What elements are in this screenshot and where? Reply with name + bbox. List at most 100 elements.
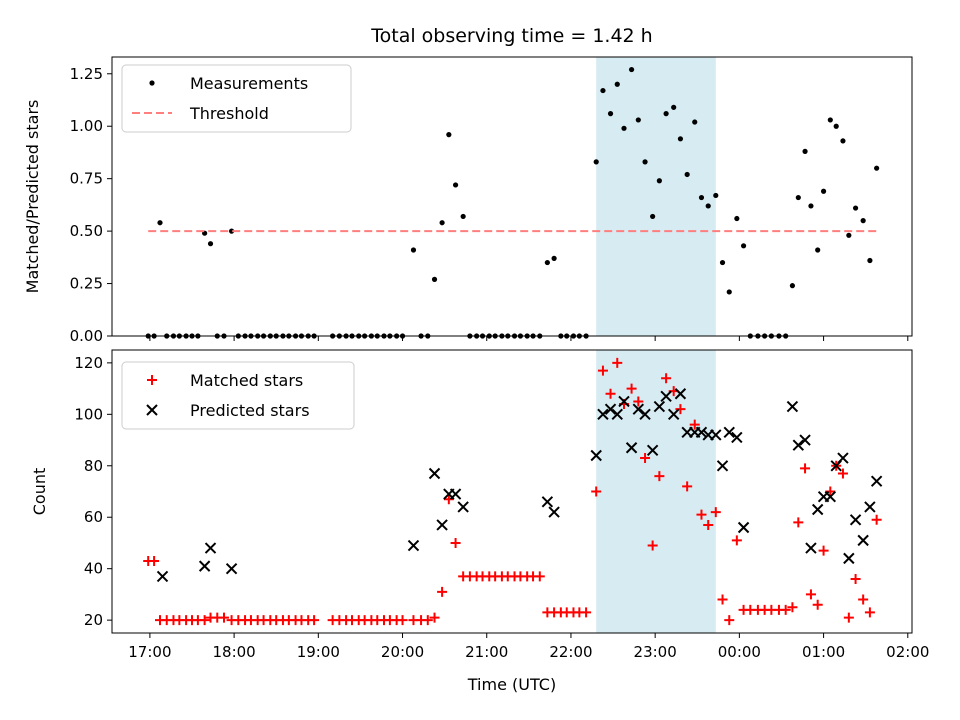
- data-point: [674, 388, 687, 400]
- y-tick-label: 0.00: [70, 327, 103, 345]
- axes-frame: [111, 349, 913, 634]
- data-point: [656, 178, 662, 184]
- data-point: [858, 594, 869, 605]
- data-point: [605, 388, 616, 399]
- x-tick-label: 17:00: [128, 643, 171, 661]
- data-point: [667, 408, 680, 421]
- x-tick-label: 21:00: [465, 643, 508, 661]
- data-point: [849, 514, 862, 526]
- data-point: [840, 138, 846, 144]
- data-point: [663, 111, 669, 117]
- data-point: [632, 403, 645, 415]
- data-point: [646, 444, 659, 457]
- data-point: [618, 395, 630, 408]
- y-tick-label: 1.00: [70, 117, 103, 135]
- data-point: [800, 463, 811, 474]
- y-axis-label: Count: [30, 468, 49, 516]
- data-point: [802, 148, 808, 154]
- legend-swatch: [147, 375, 157, 385]
- data-point: [452, 182, 459, 188]
- data-point: [429, 612, 440, 623]
- y-tick-label: 120: [74, 354, 103, 372]
- data-point: [815, 247, 821, 253]
- data-point: [695, 426, 708, 439]
- x-tick-label: 20:00: [381, 643, 424, 661]
- axes-frame: [111, 56, 913, 337]
- data-point: [639, 408, 651, 421]
- data-point: [795, 194, 801, 201]
- data-point: [604, 403, 617, 415]
- y-tick-label: 0.75: [70, 170, 103, 188]
- data-point: [812, 599, 823, 610]
- data-point: [407, 539, 420, 552]
- data-point: [726, 289, 732, 295]
- data-point: [857, 534, 869, 547]
- data-point: [628, 66, 635, 73]
- data-point: [612, 357, 623, 368]
- x-tick-label: 19:00: [297, 643, 340, 661]
- data-point: [591, 486, 602, 497]
- y-tick-label: 0.25: [70, 275, 103, 293]
- data-point: [660, 390, 672, 403]
- data-point: [436, 519, 448, 531]
- data-point: [825, 486, 836, 497]
- data-point: [614, 81, 620, 87]
- data-point: [734, 215, 740, 222]
- data-point: [207, 241, 214, 247]
- data-point: [204, 542, 217, 554]
- data-point: [541, 496, 554, 508]
- data-point: [198, 560, 211, 572]
- shaded-span: [596, 350, 716, 633]
- data-point: [640, 453, 651, 464]
- data-point: [843, 612, 854, 623]
- y-tick-label: 60: [84, 508, 103, 526]
- legend-box: [121, 64, 352, 133]
- legend-label: Predicted stars: [190, 401, 310, 420]
- data-point: [837, 468, 848, 479]
- data-point: [786, 400, 799, 413]
- data-point: [653, 400, 666, 413]
- data-point: [780, 604, 791, 615]
- shaded-span: [596, 57, 716, 336]
- data-point: [431, 276, 438, 282]
- data-point: [650, 213, 656, 220]
- data-point: [792, 439, 805, 451]
- data-point: [219, 612, 229, 623]
- data-point: [737, 521, 750, 534]
- data-point: [787, 602, 798, 613]
- data-point: [689, 419, 700, 430]
- legend-box: [121, 361, 355, 430]
- data-point: [199, 615, 210, 626]
- data-point: [852, 205, 859, 211]
- data-point: [157, 220, 163, 226]
- data-point: [428, 467, 441, 480]
- data-point: [867, 257, 873, 264]
- y-tick-label: 100: [74, 405, 103, 423]
- data-point: [607, 111, 614, 117]
- data-point: [692, 119, 698, 125]
- x-tick-label: 00:00: [718, 643, 761, 661]
- data-point: [443, 494, 454, 505]
- data-point: [611, 408, 623, 421]
- data-point: [723, 426, 735, 439]
- x-axis-label: Time (UTC): [467, 675, 556, 694]
- data-point: [874, 165, 880, 171]
- data-point: [581, 607, 592, 618]
- data-point: [437, 586, 448, 597]
- legend-swatch: [149, 80, 155, 86]
- data-point: [827, 117, 833, 123]
- data-point: [698, 194, 705, 201]
- figure-title: Total observing time = 1.42 h: [370, 25, 652, 47]
- data-point: [833, 123, 839, 129]
- data-point: [149, 555, 160, 566]
- data-point: [717, 594, 728, 605]
- data-point: [713, 192, 719, 199]
- data-point: [621, 125, 627, 131]
- y-tick-label: 0.50: [70, 222, 103, 240]
- legend-label: Threshold: [189, 104, 269, 123]
- data-point: [654, 471, 665, 482]
- data-point: [422, 615, 433, 626]
- data-point: [677, 136, 684, 142]
- data-point: [626, 383, 637, 394]
- count-panel: 17:00 18:00 19:00 20:00 21:00 22:00 23:00 00:00…: [30, 349, 929, 661]
